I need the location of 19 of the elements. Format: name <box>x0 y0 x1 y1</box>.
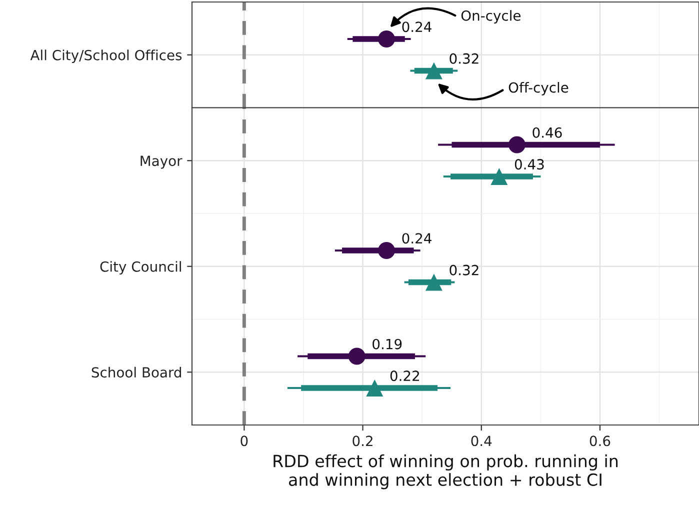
text: On-cycle <box>461 10 521 24</box>
data-label: 0.24 <box>402 233 432 244</box>
y-tick-label: School Board <box>92 366 182 378</box>
data-label: 0.46 <box>532 127 562 138</box>
data-label: 0.19 <box>372 338 402 350</box>
y-tick-label: City Council <box>100 261 181 275</box>
y-tick-label: All City/School Offices <box>30 50 182 64</box>
data-label: 0.22 <box>390 370 419 382</box>
text: Off-cycle <box>508 82 568 96</box>
x-tick-label: 0.4 <box>471 436 492 446</box>
data-label: 0.43 <box>514 159 544 170</box>
x-tick-label: 0.6 <box>590 436 610 446</box>
data-label: 0.32 <box>450 53 478 64</box>
x-axis-title: RDD effect of winning on prob. running in and winning next election + robust CI <box>274 454 618 490</box>
y-tick-label: Mayor <box>140 156 182 169</box>
data-label: 0.32 <box>450 264 478 276</box>
x-tick-label: 0 <box>240 436 248 446</box>
x-tick-label: 0.2 <box>352 436 372 446</box>
data-label: 0.24 <box>402 22 432 32</box>
